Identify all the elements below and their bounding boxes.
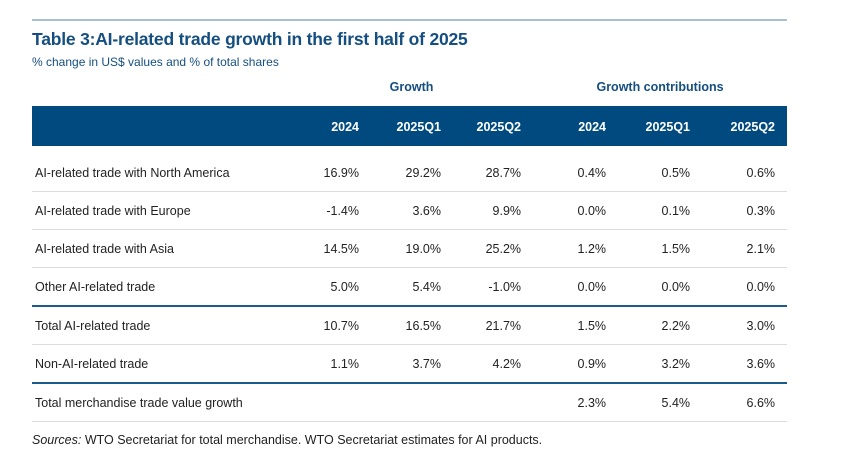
table-cell: 1.5% bbox=[618, 229, 703, 268]
group-header-contributions: Growth contributions bbox=[596, 80, 724, 94]
table-cell: 16.5% bbox=[371, 306, 453, 345]
table-cell: 9.9% bbox=[453, 191, 534, 230]
table-cell: 0.9% bbox=[533, 344, 619, 384]
column-header: 2025Q1 bbox=[618, 106, 703, 146]
table-subtitle: % change in US$ values and % of total sh… bbox=[32, 55, 279, 69]
table-cell: 2.3% bbox=[533, 383, 619, 422]
table-cell: 1.5% bbox=[533, 306, 619, 345]
table-cell: 4.2% bbox=[453, 344, 534, 384]
group-header-growth: Growth bbox=[389, 80, 434, 94]
table-cell: 0.3% bbox=[702, 191, 788, 230]
column-header: 2025Q2 bbox=[702, 106, 788, 146]
table-row: AI-related trade with North America 16.9%… bbox=[32, 154, 788, 192]
table-cell: 0.0% bbox=[533, 191, 619, 230]
table-cell: 0.0% bbox=[533, 267, 619, 307]
table-cell: -1.0% bbox=[453, 267, 534, 307]
table-cell: 5.4% bbox=[618, 383, 703, 422]
table-cell: 3.7% bbox=[371, 344, 453, 384]
sources-label: Sources: bbox=[32, 433, 82, 447]
table-cell: 25.2% bbox=[453, 229, 534, 268]
table-row: Non-AI-related trade 1.1% 3.7% 4.2% 0.9% 3.2%… bbox=[32, 344, 788, 384]
sources-text: WTO Secretariat for total merchandise. W… bbox=[81, 433, 543, 447]
column-header: 2025Q2 bbox=[453, 106, 534, 146]
table-cell bbox=[453, 383, 534, 422]
table-cell: 0.1% bbox=[618, 191, 703, 230]
table-cell: 0.4% bbox=[533, 154, 619, 192]
table-cell: 1.1% bbox=[290, 344, 371, 384]
sources-note: Sources: WTO Secretariat for total merch… bbox=[32, 433, 542, 447]
table-cell bbox=[290, 383, 371, 422]
table-row: Total AI-related trade 10.7% 16.5% 21.7% 1.5… bbox=[32, 306, 788, 345]
table-cell: 14.5% bbox=[290, 229, 371, 268]
table-cell: 3.6% bbox=[371, 191, 453, 230]
table-row: Other AI-related trade 5.0% 5.4% -1.0% 0.0% 0… bbox=[32, 267, 788, 307]
row-label: Total AI-related trade bbox=[32, 306, 290, 345]
table-cell bbox=[371, 383, 453, 422]
table-cell: 6.6% bbox=[702, 383, 788, 422]
row-label: AI-related trade with Asia bbox=[32, 229, 290, 268]
table-cell: 16.9% bbox=[290, 154, 371, 192]
row-label: AI-related trade with North America bbox=[32, 154, 290, 192]
table-cell: 28.7% bbox=[453, 154, 534, 192]
row-label: Total merchandise trade value growth bbox=[32, 383, 290, 422]
table-cell: 0.6% bbox=[702, 154, 788, 192]
top-rule bbox=[32, 19, 787, 21]
column-header: 2025Q1 bbox=[371, 106, 453, 146]
table-cell: 3.0% bbox=[702, 306, 788, 345]
table-cell: 29.2% bbox=[371, 154, 453, 192]
table-cell: 2.1% bbox=[702, 229, 788, 268]
table-cell: 0.0% bbox=[618, 267, 703, 307]
table-cell: 21.7% bbox=[453, 306, 534, 345]
table-row: Total merchandise trade value growth 2.3%… bbox=[32, 383, 788, 422]
table-cell: 0.5% bbox=[618, 154, 703, 192]
row-label: AI-related trade with Europe bbox=[32, 191, 290, 230]
empty-header bbox=[32, 76, 290, 106]
table-cell: 3.2% bbox=[618, 344, 703, 384]
table-cell: 1.2% bbox=[533, 229, 619, 268]
table-cell: 5.4% bbox=[371, 267, 453, 307]
table-title: Table 3:AI-related trade growth in the f… bbox=[32, 29, 468, 49]
table-cell: -1.4% bbox=[290, 191, 371, 230]
table-cell: 10.7% bbox=[290, 306, 371, 345]
table-cell: 2.2% bbox=[618, 306, 703, 345]
table-row: AI-related trade with Europe -1.4% 3.6% 9.9… bbox=[32, 191, 788, 230]
table-row: AI-related trade with Asia 14.5% 19.0% 25.2… bbox=[32, 229, 788, 268]
row-label: Non-AI-related trade bbox=[32, 344, 290, 384]
table-cell: 0.0% bbox=[702, 267, 788, 307]
trade-growth-table: Growth Growth contributions 2024 2025Q1 20… bbox=[32, 76, 788, 422]
label-header bbox=[32, 106, 290, 146]
table-cell: 5.0% bbox=[290, 267, 371, 307]
row-label: Other AI-related trade bbox=[32, 267, 290, 307]
table-cell: 3.6% bbox=[702, 344, 788, 384]
column-header: 2024 bbox=[290, 106, 371, 146]
column-header: 2024 bbox=[533, 106, 619, 146]
table-cell: 19.0% bbox=[371, 229, 453, 268]
